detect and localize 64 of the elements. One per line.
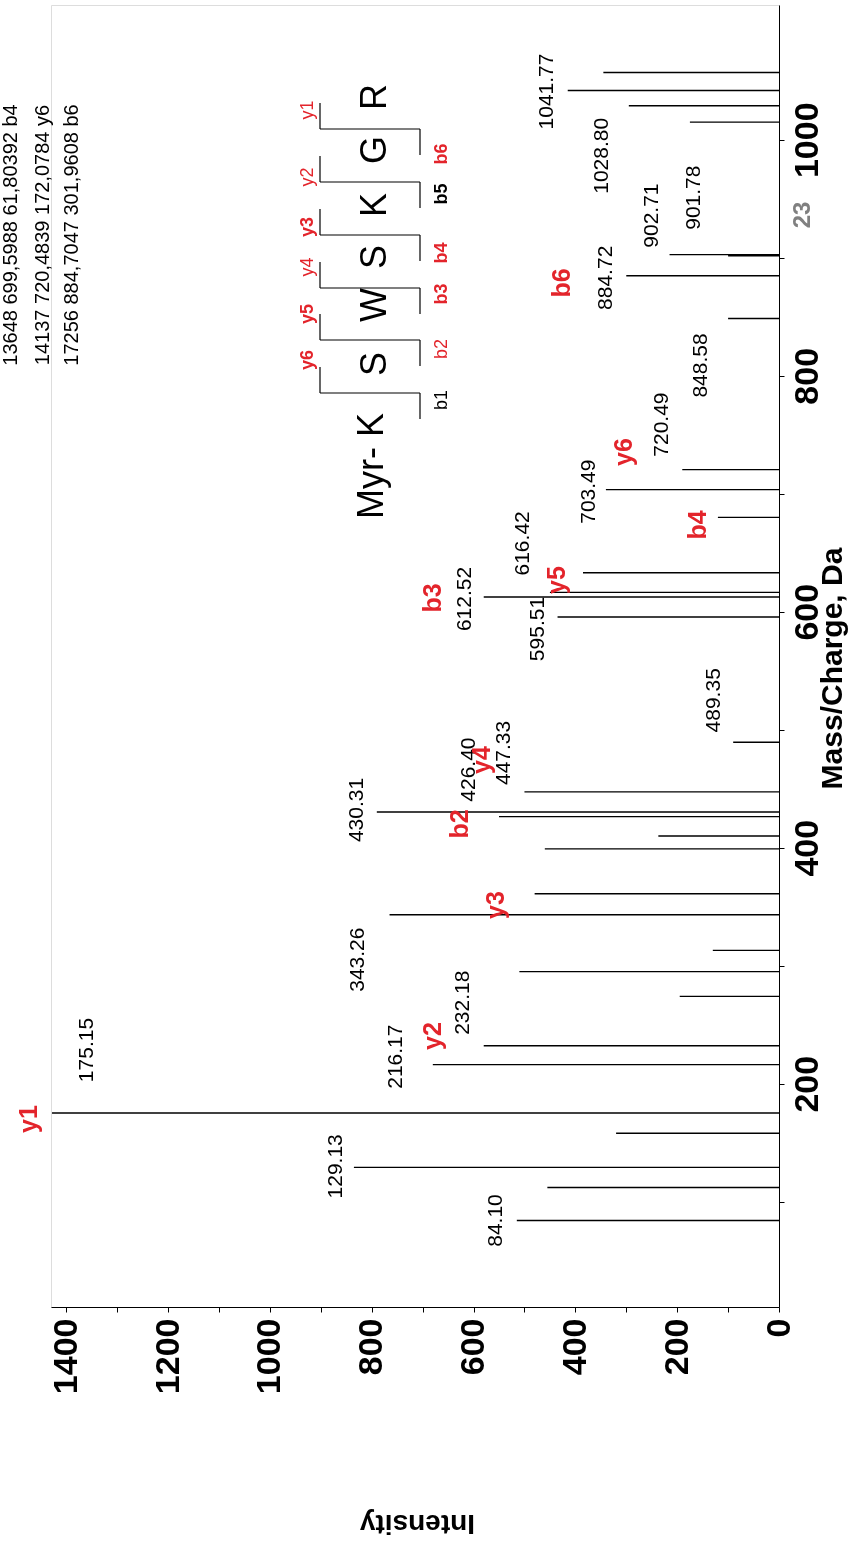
x-axis-title: Intensity	[359, 1508, 476, 1540]
annotation: 901.78	[681, 165, 705, 230]
annotation: 343.26	[344, 927, 368, 992]
annotation: 595.51	[524, 596, 548, 662]
annotation: 616.42	[509, 511, 533, 576]
annotation: b6	[431, 143, 451, 165]
annotation: y3	[481, 891, 509, 919]
x-tick-label: 1000	[249, 1318, 288, 1395]
y-tick-label: 800	[786, 347, 825, 405]
annotation: 612.52	[451, 566, 475, 632]
annotation: y5	[297, 303, 317, 325]
annotation: b4	[683, 510, 711, 540]
annotation: y6	[609, 438, 637, 466]
annotation: y4	[297, 257, 317, 277]
x-tick-label: 800	[351, 1318, 390, 1376]
annotation: b1	[431, 389, 451, 411]
annotation: 703.49	[575, 459, 599, 524]
annotation: 175.15	[74, 1017, 98, 1083]
x-tick-label: 200	[656, 1318, 695, 1376]
x-tick-label: 1200	[147, 1318, 186, 1395]
annotation: 720.49	[649, 392, 673, 457]
y-tick-label: 400	[786, 819, 825, 877]
annotation: b6	[547, 268, 575, 298]
annotation: 216.17	[382, 1024, 406, 1089]
annotation: b5	[431, 183, 451, 205]
annotation: y1	[297, 100, 317, 120]
annotation: 84.10	[482, 1194, 506, 1247]
annotation: 129.13	[322, 1134, 346, 1199]
annotation: G	[353, 135, 394, 165]
annotation: R	[353, 84, 394, 110]
annotation: y6	[297, 349, 317, 371]
x-tick-label: 0	[758, 1318, 797, 1338]
annotation: S	[353, 351, 394, 377]
annotation: 430.31	[343, 777, 367, 843]
annotation: b3	[418, 583, 446, 613]
annotation: b4	[431, 242, 451, 264]
annotation: y3	[297, 216, 317, 238]
annotation: b2	[431, 338, 451, 360]
annotation: y2	[297, 167, 317, 187]
x-tick-label: 1400	[45, 1318, 84, 1395]
annotation: 17256 884,7047 301,9608 b6	[60, 104, 82, 366]
annotation: 902.71	[638, 183, 662, 248]
annotation: b2	[445, 809, 473, 839]
annotation: y2	[418, 1022, 446, 1050]
text: y1	[14, 1105, 42, 1133]
annotation: Myr- K	[350, 413, 391, 519]
annotation: 14137 720,4839 172,0784 y6	[31, 104, 53, 366]
y-tick-label: 1000	[786, 102, 825, 179]
annotation: 232.18	[449, 970, 473, 1035]
annotation: b3	[431, 283, 451, 305]
annotation: K	[353, 192, 394, 218]
text: 23	[788, 201, 815, 229]
annotation: 1041.77	[533, 53, 557, 130]
x-tick-label: 600	[453, 1318, 492, 1376]
text: 13648 699,5988 61,80392 b4	[0, 104, 21, 366]
annotation: W	[353, 287, 394, 322]
annotation: y5	[542, 566, 570, 594]
x-tick-label: 400	[554, 1318, 593, 1376]
annotation: 848.58	[688, 333, 712, 398]
annotation: 884.72	[593, 245, 617, 310]
annotation: 489.35	[701, 668, 725, 733]
annotation: S	[353, 244, 394, 270]
annotation: 1028.80	[588, 117, 612, 194]
y-tick-label: 200	[786, 1055, 825, 1113]
